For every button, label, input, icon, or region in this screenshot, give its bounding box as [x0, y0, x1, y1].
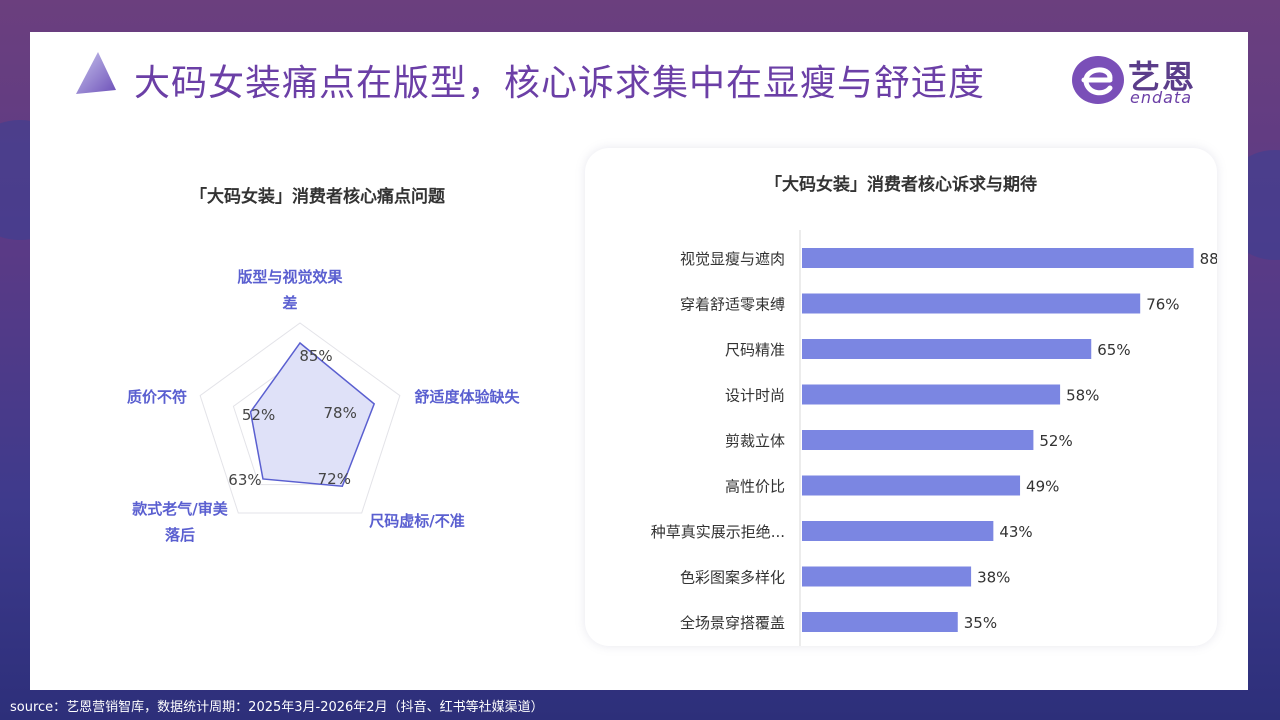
radar-chart: 85% 78% 72% 63% 52%: [199, 322, 401, 514]
bar: [802, 248, 1194, 268]
bar-value-label: 38%: [977, 569, 1010, 587]
bar-category-label: 剪裁立体: [725, 432, 785, 450]
bar: [802, 521, 994, 541]
bar-value-label: 58%: [1066, 387, 1099, 405]
bar-value-label: 76%: [1146, 296, 1179, 314]
bar-value-label: 88%: [1200, 250, 1217, 268]
bar: [802, 293, 1141, 314]
bar: [802, 612, 958, 632]
radar-axis-label-line: 版型与视觉效果: [237, 268, 343, 286]
bar-category-label: 设计时尚: [725, 387, 785, 405]
bar: [802, 475, 1021, 496]
bar: [802, 384, 1061, 405]
bar-category-label: 高性价比: [725, 478, 785, 496]
bar-category-label: 全场景穿搭覆盖: [680, 614, 785, 632]
bar: [802, 566, 972, 587]
brand-logo: 艺恩 endata: [1070, 50, 1220, 110]
page-title: 大码女装痛点在版型，核心诉求集中在显瘦与舒适度: [134, 63, 986, 104]
bar: [802, 339, 1092, 359]
bar-chart-panel: 「大码女装」消费者核心诉求与期待 视觉显瘦与遮肉 88% 穿着舒适零束缚 76% 尺码精…: [585, 148, 1217, 646]
logo-e-icon: [1072, 56, 1124, 104]
logo-name: 艺恩: [1128, 58, 1197, 96]
bar-value-label: 43%: [999, 523, 1032, 541]
bar-chart: 视觉显瘦与遮肉 88% 穿着舒适零束缚 76% 尺码精准 65% 设计时尚 58% 剪裁立体 52…: [651, 230, 1217, 646]
bar-value-label: 65%: [1097, 341, 1130, 359]
radar-axis-label-line: 尺码虚标/不准: [369, 512, 465, 530]
radar-axis-label: 尺码虚标/不准: [352, 508, 482, 534]
slide-card: 大码女装痛点在版型，核心诉求集中在显瘦与舒适度 艺恩 endata 「大码女装」…: [30, 32, 1248, 690]
logo-sub: endata: [1130, 88, 1193, 107]
bar-category-label: 视觉显瘦与遮肉: [680, 250, 785, 268]
radar-series-area: [249, 341, 376, 488]
radar-axis-label: 版型与视觉效果差: [210, 264, 370, 316]
radar-axis-label-line: 舒适度体验缺失: [414, 388, 520, 406]
radar-value-label: 72%: [318, 470, 351, 488]
radar-axis-label: 质价不符: [112, 384, 202, 410]
radar-value-label: 52%: [242, 406, 275, 424]
radar-axis-label-line: 质价不符: [126, 388, 187, 406]
radar-value-label: 63%: [228, 471, 261, 489]
radar-axis-label-line: 落后: [164, 526, 195, 544]
bar-chart-title: 「大码女装」消费者核心诉求与期待: [765, 175, 1037, 195]
bar: [802, 430, 1034, 450]
bar-category-label: 色彩图案多样化: [680, 569, 785, 587]
bar-value-label: 35%: [964, 614, 997, 632]
radar-chart-title: 「大码女装」消费者核心痛点问题: [190, 187, 445, 207]
radar-grid-ring: [199, 322, 401, 514]
source-footer: source：艺恩营销智库，数据统计周期：2025年3月-2026年2月（抖音、…: [10, 700, 544, 715]
radar-value-label: 85%: [299, 347, 332, 365]
radar-axis-label: 舒适度体验缺失: [392, 384, 542, 410]
radar-axis-label: 款式老气/审美 落后: [110, 496, 250, 548]
bar-value-label: 52%: [1039, 432, 1072, 450]
bar-value-label: 49%: [1026, 478, 1059, 496]
bar-category-label: 穿着舒适零束缚: [680, 296, 785, 314]
radar-axis-label-line: 差: [282, 294, 298, 312]
radar-axis-label-line: 款式老气/审美: [132, 500, 228, 518]
bar-category-label: 尺码精准: [725, 341, 785, 359]
title-triangle-icon: [76, 52, 116, 94]
radar-value-label: 78%: [324, 404, 357, 422]
bar-category-label: 种草真实展示拒绝...: [651, 523, 785, 541]
